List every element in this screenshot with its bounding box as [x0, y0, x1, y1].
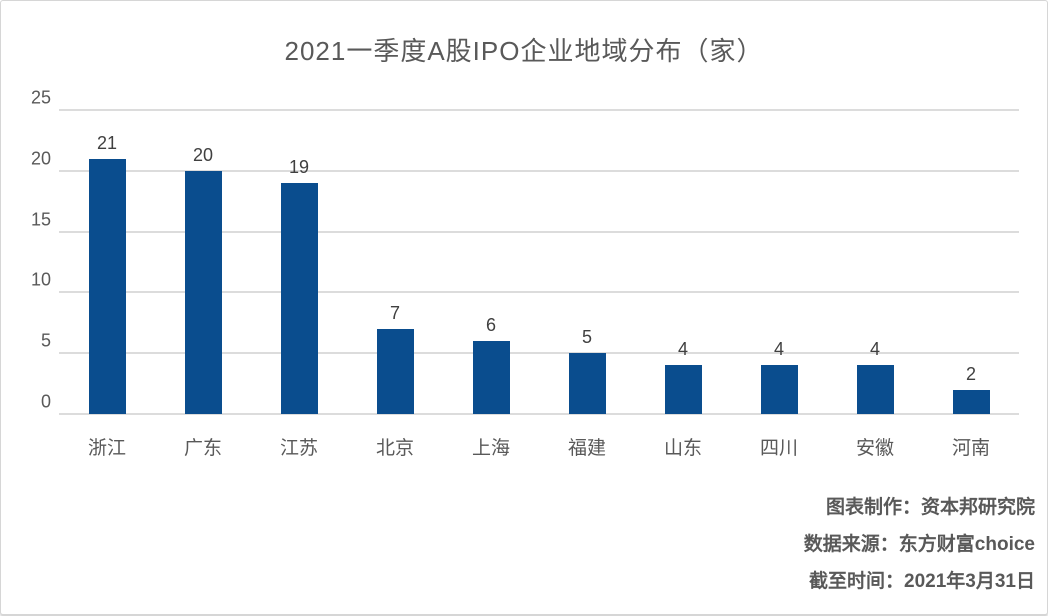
gridline [59, 352, 1019, 355]
y-axis-label: 5 [40, 330, 51, 351]
bar [856, 365, 894, 414]
bar [184, 170, 222, 414]
bar-value-label: 5 [581, 327, 592, 348]
y-axis: 0 5 10 15 20 25 [15, 88, 51, 414]
gridline [59, 109, 1019, 111]
bar [88, 158, 126, 414]
x-axis-label: 上海 [471, 438, 510, 459]
bars-row: 21 20 19 7 6 5 4 4 4 2 [59, 110, 1019, 414]
plot-area: 21 20 19 7 6 5 4 4 4 2 [59, 109, 1019, 415]
y-axis-label: 20 [30, 148, 51, 169]
x-axis-label: 河南 [951, 438, 990, 459]
x-axis-label: 广东 [183, 438, 222, 459]
x-axis-label: 江苏 [279, 438, 318, 459]
footer-data-source: 数据来源：东方财富choice [803, 534, 1035, 555]
y-axis-label: 10 [30, 269, 51, 290]
footer-cutoff-date: 截至时间：2021年3月31日 [809, 571, 1035, 592]
gridline [59, 291, 1019, 294]
x-axis-label: 山东 [663, 438, 702, 459]
gridline [59, 169, 1019, 172]
chart-footer: 图表制作：资本邦研究院 数据来源：东方财富choice 截至时间：2021年3月… [804, 489, 1035, 600]
bar [568, 353, 606, 414]
y-axis-label: 0 [40, 391, 51, 412]
bar-column: 21 [59, 110, 155, 414]
gridline [59, 230, 1019, 233]
bar [760, 365, 798, 414]
bar-value-label: 6 [485, 315, 496, 336]
bar-value-label: 4 [773, 339, 784, 360]
bar-column: 20 [155, 110, 251, 414]
bar [472, 341, 510, 414]
bar-value-label: 20 [192, 144, 214, 165]
bar [952, 389, 990, 414]
bar-column: 19 [251, 110, 347, 414]
x-axis: 浙江 广东 江苏 北京 上海 福建 山东 四川 安徽 河南 [59, 433, 1019, 460]
bar-column: 4 [635, 110, 731, 414]
footer-chart-maker: 图表制作：资本邦研究院 [825, 497, 1035, 518]
bar [280, 182, 318, 414]
bar-value-label: 4 [869, 339, 880, 360]
y-axis-label: 15 [30, 209, 51, 230]
bar-value-label: 21 [96, 132, 118, 153]
bar-column: 7 [347, 110, 443, 414]
y-axis-label: 25 [30, 87, 51, 108]
bar-value-label: 2 [965, 363, 976, 384]
x-axis-label: 四川 [759, 438, 798, 459]
bar-column: 6 [443, 110, 539, 414]
bar [664, 365, 702, 414]
bar-column: 4 [827, 110, 923, 414]
chart-title: 2021一季度A股IPO企业地域分布（家） [284, 36, 764, 66]
x-axis-label: 北京 [375, 438, 414, 459]
bar [376, 328, 414, 414]
bar-column: 4 [731, 110, 827, 414]
bar-column: 5 [539, 110, 635, 414]
bar-value-label: 7 [389, 302, 400, 323]
x-axis-label: 安徽 [855, 438, 894, 459]
bar-value-label: 4 [677, 339, 688, 360]
x-axis-label: 浙江 [87, 438, 126, 459]
x-axis-label: 福建 [567, 438, 606, 459]
bar-value-label: 19 [288, 156, 310, 177]
gridline [59, 413, 1019, 415]
bar-column: 2 [923, 110, 1019, 414]
